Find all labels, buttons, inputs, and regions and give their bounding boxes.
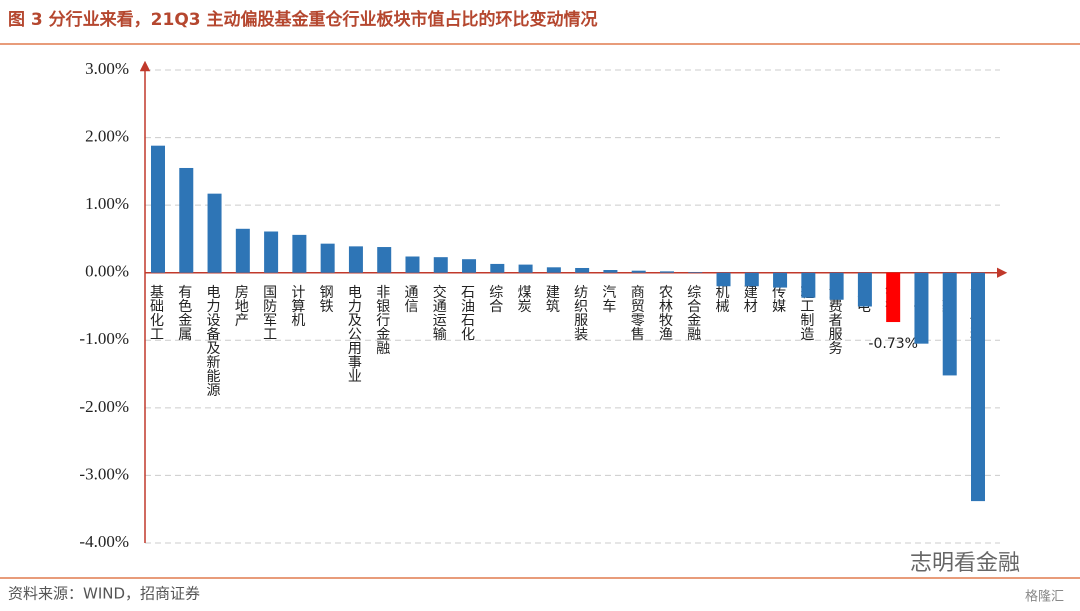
x-tick-label: 纺织服装	[572, 285, 588, 341]
x-tick-label: 交通运输	[431, 284, 447, 341]
x-tick-label: 房地产	[233, 285, 249, 328]
bar	[377, 247, 392, 273]
x-tick-label: 建筑	[544, 285, 560, 314]
bar	[971, 272, 985, 502]
x-tick-label: 基础化工	[148, 284, 164, 341]
x-tick-label: 石油石化	[459, 285, 475, 342]
x-tick-label: 传媒	[770, 285, 786, 313]
y-tick-label: 0.00%	[85, 262, 129, 281]
x-tick-label: 农林牧渔	[657, 285, 673, 341]
y-tick-label: 3.00%	[85, 59, 129, 78]
bar	[292, 234, 307, 273]
value-label: -0.73%	[868, 336, 918, 352]
x-tick-label: 钢铁	[318, 285, 334, 313]
y-tick-label: 1.00%	[85, 194, 129, 213]
bar	[518, 264, 533, 273]
x-tick-label: 商贸零售	[629, 285, 645, 341]
watermark: 格隆汇	[1025, 589, 1064, 605]
bar	[235, 228, 250, 273]
bar	[659, 271, 674, 273]
bar	[575, 267, 590, 273]
bar	[857, 272, 872, 307]
x-tick-label: 通信	[402, 285, 418, 313]
bar	[151, 145, 165, 273]
bar	[462, 259, 477, 273]
x-tick-label: 综合金融	[685, 285, 701, 341]
bar	[886, 272, 901, 323]
bar	[264, 231, 279, 273]
x-tick-label: 非银行金融	[374, 285, 390, 355]
x-tick-label: 计算机	[289, 285, 305, 328]
bar	[942, 272, 957, 376]
y-tick-label: -1.00%	[79, 329, 129, 348]
chart-title: 图 3 分行业来看，21Q3 主动偏股基金重仓行业板块市值占比的环比变动情况	[8, 9, 598, 30]
bar	[405, 256, 420, 273]
bar	[773, 272, 788, 288]
x-tick-label: 建材	[742, 285, 758, 313]
x-tick-label: 电力及公用事业	[346, 285, 362, 383]
x-tick-label: 电力设备及新能源	[205, 285, 221, 397]
bar	[433, 257, 448, 273]
source: 资料来源：WIND，招商证券	[8, 585, 200, 603]
x-tick-label: 有色金属	[176, 285, 192, 341]
x-tick-label: 综合	[487, 285, 503, 313]
bar	[207, 193, 222, 273]
bar	[348, 246, 363, 273]
bar	[179, 167, 194, 273]
bar	[320, 243, 335, 273]
bar	[829, 272, 844, 300]
y-tick-label: -2.00%	[79, 397, 129, 416]
x-tick-label: 汽车	[600, 285, 616, 313]
bar	[490, 263, 505, 273]
bar	[716, 272, 731, 287]
bar	[914, 272, 929, 344]
y-tick-label: -4.00%	[79, 532, 129, 551]
x-tick-label: 煤炭	[516, 285, 532, 313]
bar	[688, 272, 703, 273]
watermark: 志明看金融	[910, 551, 1020, 576]
bar	[546, 267, 561, 273]
bar	[744, 272, 759, 287]
bar	[801, 272, 816, 298]
y-tick-label: -3.00%	[79, 464, 129, 483]
y-tick-label: 2.00%	[85, 126, 129, 145]
x-tick-label: 消费者服务	[827, 285, 843, 355]
x-tick-label: 国防军工	[261, 285, 277, 341]
bar	[631, 270, 646, 273]
bar	[603, 270, 618, 273]
x-tick-label: 轻工制造	[798, 285, 814, 342]
x-tick-label: 机械	[714, 285, 730, 313]
